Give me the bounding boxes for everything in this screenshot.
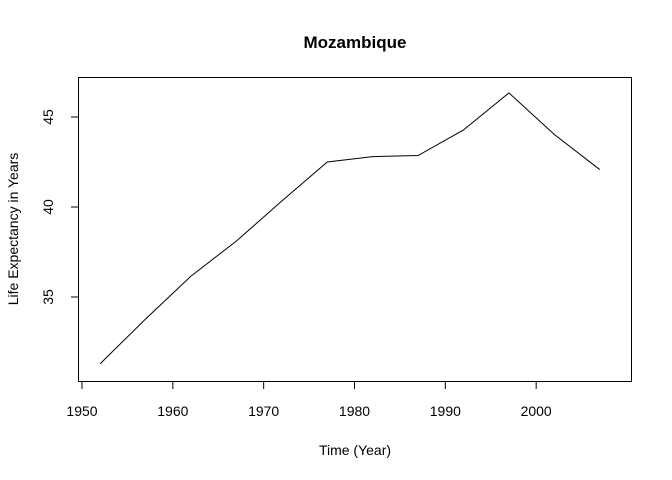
y-tick-label: 45 (40, 109, 56, 125)
series-line (99, 92, 601, 365)
y-tick-label: 35 (40, 289, 56, 305)
plot-frame (78, 77, 632, 382)
x-axis: 1950 1960 1970 1980 1990 2000 (66, 382, 552, 419)
y-axis-label: Life Expectancy in Years (5, 153, 21, 306)
x-tick-label: 1960 (157, 403, 188, 419)
x-tick-label: 1990 (430, 403, 461, 419)
y-axis: 35 40 45 (40, 109, 78, 305)
x-axis-label: Time (Year) (319, 442, 391, 458)
series-layer (99, 92, 601, 365)
chart-title: Mozambique (304, 33, 407, 52)
x-tick-label: 1950 (66, 403, 97, 419)
x-tick-label: 1980 (339, 403, 370, 419)
x-tick-label: 2000 (521, 403, 552, 419)
y-tick-label: 40 (40, 199, 56, 215)
x-tick-label: 1970 (248, 403, 279, 419)
